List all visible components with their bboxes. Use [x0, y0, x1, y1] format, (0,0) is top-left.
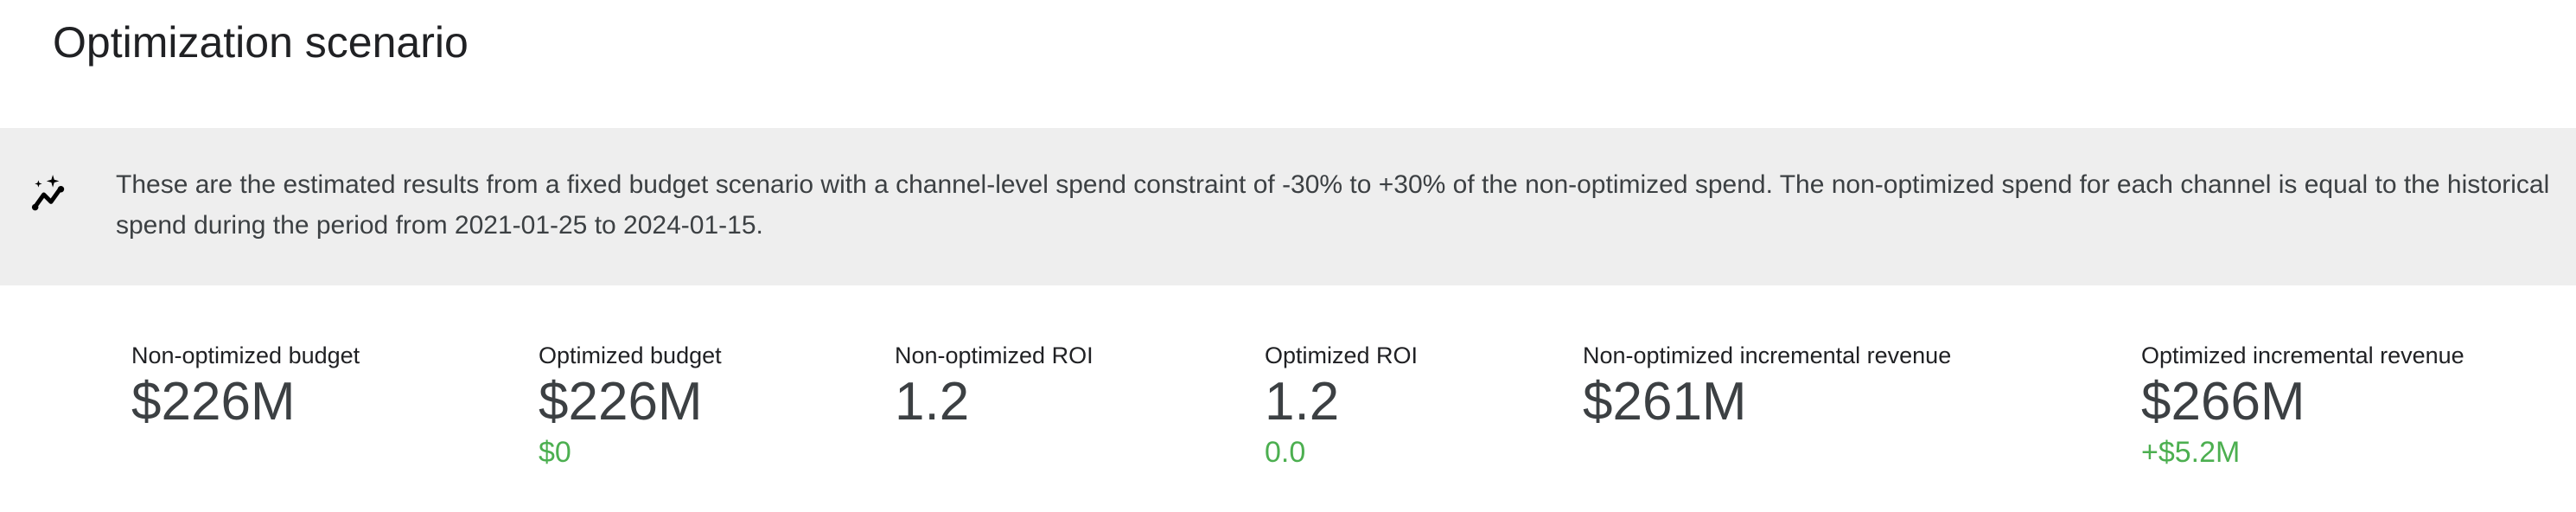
- metric-label: Optimized budget: [539, 342, 722, 368]
- metric-label: Non-optimized ROI: [895, 342, 1094, 368]
- metric-value: $266M: [2141, 372, 2305, 432]
- metric-value: 1.2: [1265, 372, 1340, 432]
- metric-optimized-roi: Optimized ROI 1.2 0.0: [1265, 342, 1418, 471]
- metric-label: Non-optimized budget: [131, 342, 360, 368]
- metric-non-optimized-budget: Non-optimized budget $226M: [131, 342, 360, 433]
- metric-optimized-budget: Optimized budget $226M $0: [539, 342, 722, 471]
- metric-value: $226M: [131, 372, 296, 432]
- metric-delta: $0: [539, 436, 571, 469]
- metric-delta: +$5.2M: [2141, 436, 2241, 469]
- insights-sparkle-icon: [31, 175, 65, 211]
- metric-value: 1.2: [895, 372, 970, 432]
- metric-value: $261M: [1583, 372, 1747, 432]
- metric-delta: 0.0: [1265, 436, 1306, 469]
- metric-value: $226M: [539, 372, 703, 432]
- info-banner: These are the estimated results from a f…: [0, 128, 2576, 285]
- banner-text: These are the estimated results from a f…: [116, 170, 2550, 240]
- page-title: Optimization scenario: [53, 18, 469, 67]
- metric-non-optimized-incremental-revenue: Non-optimized incremental revenue $261M: [1583, 342, 1951, 433]
- metric-optimized-incremental-revenue: Optimized incremental revenue $266M +$5.…: [2141, 342, 2464, 471]
- metric-label: Non-optimized incremental revenue: [1583, 342, 1952, 368]
- metric-label: Optimized incremental revenue: [2141, 342, 2464, 368]
- metric-non-optimized-roi: Non-optimized ROI 1.2: [895, 342, 1094, 433]
- metric-label: Optimized ROI: [1265, 342, 1419, 368]
